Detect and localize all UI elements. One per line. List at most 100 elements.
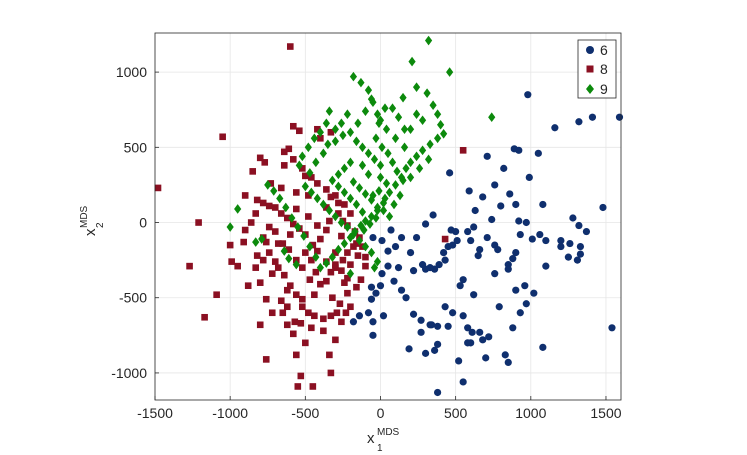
- data-point-circle: [367, 283, 376, 291]
- data-point-circle: [397, 233, 406, 242]
- data-point-square: [261, 159, 269, 166]
- data-point-diamond: [412, 82, 421, 92]
- data-point-circle: [506, 190, 514, 198]
- data-point-circle: [417, 328, 425, 336]
- data-point-circle: [494, 245, 502, 254]
- data-point-circle: [379, 312, 388, 320]
- data-point-circle: [394, 264, 403, 272]
- data-point-diamond: [322, 118, 330, 129]
- data-point-circle: [406, 248, 415, 257]
- data-point-diamond: [394, 112, 403, 123]
- data-point-square: [291, 318, 299, 326]
- data-point-diamond: [382, 124, 391, 135]
- legend-item-9: 9: [586, 81, 608, 97]
- data-point-square: [289, 122, 297, 130]
- y-tick-label: -1000: [111, 365, 147, 381]
- data-point-square: [268, 270, 276, 277]
- data-point-circle: [449, 309, 457, 317]
- legend: 6 8 9: [577, 39, 617, 99]
- data-point-square: [332, 261, 339, 268]
- data-point-diamond: [361, 216, 370, 226]
- data-point-square: [344, 249, 351, 256]
- data-point-diamond: [361, 189, 370, 199]
- data-point-diamond: [366, 219, 374, 229]
- data-point-circle: [551, 124, 559, 132]
- data-point-square: [338, 318, 345, 326]
- data-point-square: [274, 240, 282, 247]
- data-point-diamond: [328, 252, 336, 262]
- data-point-circle: [539, 343, 547, 351]
- data-point-diamond: [376, 172, 385, 183]
- data-point-square: [297, 372, 305, 380]
- data-point-diamond: [406, 124, 415, 135]
- data-point-circle: [495, 303, 503, 311]
- data-point-circle: [431, 346, 439, 354]
- data-point-circle: [522, 218, 530, 227]
- data-point-square: [459, 147, 467, 154]
- x-tick-label: -1000: [212, 405, 248, 421]
- data-point-square: [265, 202, 273, 210]
- data-point-circle: [539, 200, 547, 209]
- data-point-circle: [471, 206, 479, 215]
- x-tick-label: 1500: [590, 405, 621, 421]
- data-point-diamond: [367, 94, 376, 104]
- data-point-diamond: [396, 190, 404, 201]
- data-point-circle: [452, 227, 460, 236]
- data-point-square: [262, 356, 270, 363]
- data-point-square: [362, 253, 369, 261]
- data-point-square: [280, 148, 288, 156]
- data-point-square: [332, 336, 339, 344]
- data-point-square: [342, 309, 350, 317]
- data-point-circle: [501, 351, 509, 359]
- data-point-circle: [515, 217, 523, 225]
- data-point-square: [327, 369, 335, 377]
- data-point-circle: [444, 322, 452, 330]
- data-point-circle: [599, 203, 607, 212]
- data-point-square: [332, 192, 339, 199]
- data-point-circle: [542, 262, 550, 270]
- data-point-square: [323, 204, 330, 211]
- data-point-diamond: [361, 106, 370, 117]
- data-point-circle: [455, 357, 463, 365]
- data-point-diamond: [298, 151, 306, 162]
- data-point-square: [201, 313, 208, 321]
- data-point-circle: [557, 242, 565, 251]
- data-point-diamond: [402, 163, 410, 174]
- data-point-square: [277, 297, 285, 305]
- data-point-diamond: [424, 35, 433, 46]
- data-point-circle: [483, 233, 491, 242]
- data-point-circle: [491, 270, 499, 278]
- data-point-square: [314, 222, 321, 229]
- data-point-diamond: [373, 256, 382, 267]
- data-point-diamond: [319, 148, 327, 159]
- data-point-diamond: [388, 157, 397, 168]
- data-point-circle: [575, 221, 583, 230]
- data-point-square: [311, 312, 318, 320]
- data-point-circle: [512, 200, 520, 209]
- data-point-diamond: [399, 92, 407, 103]
- data-point-circle: [369, 331, 377, 339]
- data-point-square: [323, 277, 330, 285]
- data-point-diamond: [351, 226, 359, 237]
- data-point-square: [333, 309, 341, 317]
- data-point-diamond: [372, 133, 380, 144]
- data-point-circle: [479, 336, 487, 344]
- data-point-diamond: [334, 169, 342, 180]
- data-point-square: [299, 303, 306, 311]
- data-point-square: [339, 256, 347, 264]
- data-point-square: [306, 276, 314, 283]
- data-point-square: [267, 180, 275, 187]
- data-point-diamond: [381, 103, 389, 114]
- data-point-diamond: [226, 222, 234, 232]
- data-point-square: [314, 125, 321, 133]
- data-point-diamond: [354, 118, 362, 129]
- data-point-diamond: [367, 195, 376, 205]
- data-point-square: [293, 189, 300, 196]
- data-point-square: [341, 279, 348, 286]
- data-point-square: [327, 312, 335, 320]
- data-point-square: [247, 219, 255, 226]
- data-point-square: [308, 256, 315, 264]
- data-point-circle: [482, 354, 490, 362]
- data-point-square: [353, 283, 360, 291]
- data-point-square: [256, 279, 264, 286]
